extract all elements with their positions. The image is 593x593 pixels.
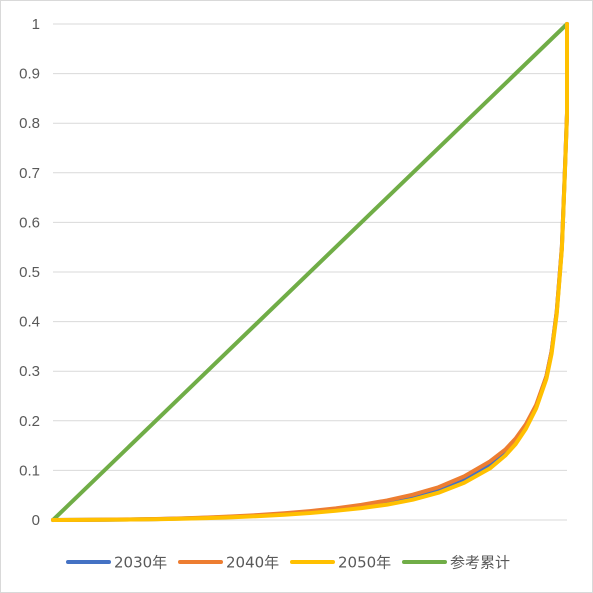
y-tick-label: 0.5 (19, 264, 40, 281)
series-line-2 (51, 22, 569, 522)
y-tick-label: 0.6 (19, 214, 40, 231)
y-tick-label: 0.3 (19, 363, 40, 380)
y-tick-label: 0.1 (19, 462, 40, 479)
series-lines (51, 22, 569, 522)
legend-label-0: 2030年 (114, 554, 167, 572)
y-tick-label: 0.7 (19, 165, 40, 182)
y-tick-label: 1 (32, 16, 40, 33)
y-tick-label: 0.2 (19, 413, 40, 430)
series-line-3 (51, 22, 569, 522)
legend-label-1: 2040年 (226, 554, 279, 572)
y-tick-label: 0 (32, 512, 40, 529)
y-tick-label: 0.4 (19, 314, 40, 331)
legend: 2030年 2040年 2050年 参考累计 (66, 554, 510, 572)
legend-label-2: 2050年 (338, 554, 391, 572)
y-tick-label: 0.9 (19, 66, 40, 83)
y-tick-label: 0.8 (19, 115, 40, 132)
y-axis-tick-labels: 0 0.1 0.2 0.3 0.4 0.5 0.6 0.7 0.8 0.9 1 (19, 16, 40, 529)
legend-label-3: 参考累计 (450, 554, 510, 572)
